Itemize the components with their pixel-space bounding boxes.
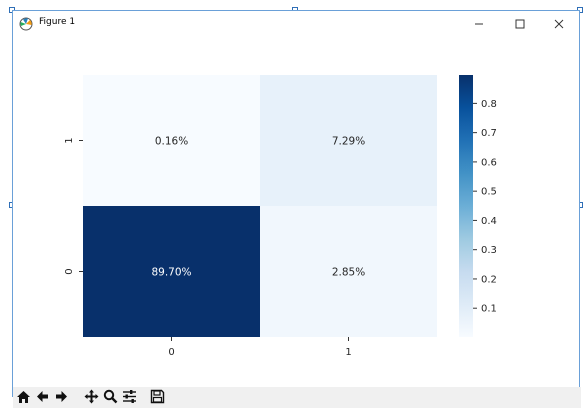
colorbar-tick-label: 0.8 — [481, 99, 497, 110]
figure-window: Figure 1 0.16% 7.29% 89.70% 2.85% 0 1 1 0 0.1 0.2… — [12, 10, 581, 408]
cell-annotation: 0.16% — [155, 136, 188, 148]
x-tick-label: 0 — [168, 347, 174, 358]
cell-annotation: 7.29% — [332, 136, 365, 148]
heatmap-cell — [83, 206, 260, 337]
window-title: Figure 1 — [39, 17, 76, 27]
minimize-icon — [475, 23, 483, 25]
colorbar-tick-label: 0.4 — [481, 216, 497, 227]
maximize-button[interactable] — [506, 14, 534, 34]
title-bar[interactable]: Figure 1 — [13, 11, 579, 39]
close-icon — [554, 19, 564, 29]
navigation-toolbar — [13, 387, 581, 408]
heatmap-figure: 0.16% 7.29% 89.70% 2.85% 0 1 1 0 0.1 0.2 0.3 0.4 0.5… — [64, 75, 497, 358]
cell-annotation: 2.85% — [332, 267, 365, 279]
colorbar-tick-label: 0.3 — [481, 245, 497, 256]
heatmap-cell — [83, 75, 260, 206]
close-button[interactable] — [545, 14, 573, 34]
cell-annotation: 89.70% — [151, 267, 191, 279]
heatmap-cell — [260, 75, 437, 206]
maximize-icon — [515, 19, 525, 29]
minimize-button[interactable] — [465, 14, 493, 34]
colorbar-tick-label: 0.5 — [481, 187, 497, 198]
matplotlib-logo-icon — [19, 16, 33, 31]
y-tick-label: 0 — [64, 268, 75, 274]
x-tick-label: 1 — [345, 347, 351, 358]
colorbar-tick-label: 0.1 — [481, 304, 497, 315]
colorbar — [459, 75, 473, 337]
colorbar-tick-label: 0.2 — [481, 274, 497, 285]
colorbar-tick-label: 0.6 — [481, 157, 497, 168]
y-tick-label: 1 — [64, 137, 75, 143]
heatmap-cell — [260, 206, 437, 337]
colorbar-tick-label: 0.7 — [481, 128, 497, 139]
